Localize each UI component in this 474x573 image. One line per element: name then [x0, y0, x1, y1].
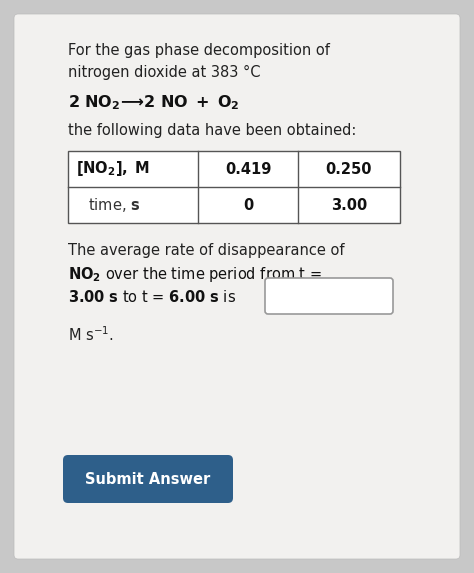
Text: $\mathbf{NO_2}$ over the time period from t =: $\mathbf{NO_2}$ over the time period fro… — [68, 265, 322, 284]
FancyBboxPatch shape — [14, 14, 460, 559]
Text: 0: 0 — [243, 198, 253, 213]
Text: time, $\mathbf{s}$: time, $\mathbf{s}$ — [88, 196, 140, 214]
Text: the following data have been obtained:: the following data have been obtained: — [68, 123, 356, 138]
Text: $\mathbf{[NO_2]}$$\mathbf{,\ M}$: $\mathbf{[NO_2]}$$\mathbf{,\ M}$ — [76, 159, 150, 179]
Text: Submit Answer: Submit Answer — [85, 472, 210, 486]
Text: The average rate of disappearance of: The average rate of disappearance of — [68, 243, 345, 258]
Text: M s$^{-1}$.: M s$^{-1}$. — [68, 325, 114, 344]
FancyBboxPatch shape — [63, 455, 233, 503]
Text: For the gas phase decomposition of: For the gas phase decomposition of — [68, 43, 330, 58]
Text: 0.250: 0.250 — [326, 162, 372, 176]
FancyBboxPatch shape — [265, 278, 393, 314]
Text: $\mathbf{3.00\ s}$ to t = $\mathbf{6.00\ s}$ is: $\mathbf{3.00\ s}$ to t = $\mathbf{6.00\… — [68, 289, 236, 305]
Text: $\mathbf{2\ NO_2\!\longrightarrow\!2\ NO\ +\ O_2}$: $\mathbf{2\ NO_2\!\longrightarrow\!2\ NO… — [68, 93, 239, 112]
Text: 0.419: 0.419 — [225, 162, 271, 176]
Text: nitrogen dioxide at 383 °C: nitrogen dioxide at 383 °C — [68, 65, 261, 80]
Text: 3.00: 3.00 — [331, 198, 367, 213]
Bar — [68, 151, 400, 223]
